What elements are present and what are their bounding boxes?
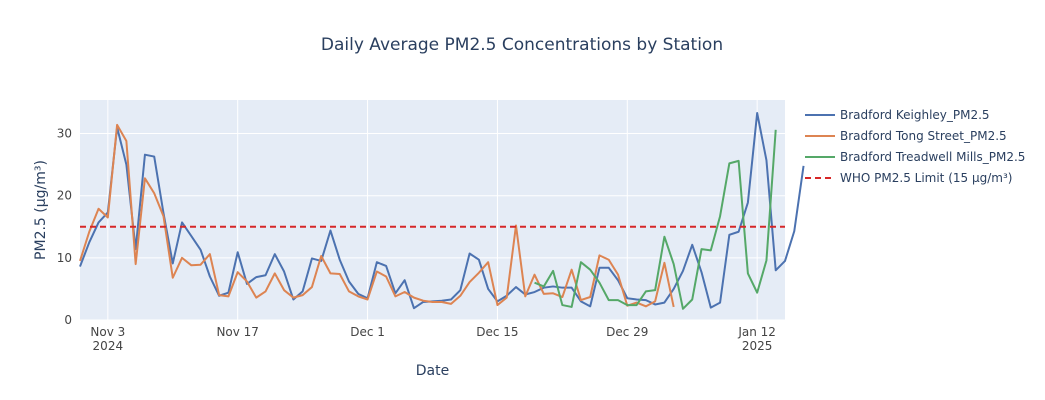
legend-item[interactable]: Bradford Keighley_PM2.5	[805, 108, 990, 122]
x-tick-label: Dec 29	[606, 325, 648, 339]
x-tick-label: Dec 15	[476, 325, 518, 339]
legend-item[interactable]: Bradford Treadwell Mills_PM2.5	[805, 150, 1025, 164]
y-axis-title: PM2.5 (μg/m³)	[33, 160, 49, 260]
legend-item[interactable]: Bradford Tong Street_PM2.5	[805, 129, 1007, 143]
legend-item[interactable]: WHO PM2.5 Limit (15 μg/m³)	[805, 171, 1012, 185]
y-tick-label: 30	[57, 127, 72, 141]
x-tick-label: Nov 17	[216, 325, 259, 339]
plot-area	[80, 100, 785, 320]
legend-label: WHO PM2.5 Limit (15 μg/m³)	[840, 171, 1012, 185]
legend[interactable]: Bradford Keighley_PM2.5 Bradford Tong Str…	[805, 108, 1025, 185]
legend-label: Bradford Tong Street_PM2.5	[840, 129, 1007, 143]
legend-label: Bradford Keighley_PM2.5	[840, 108, 990, 122]
series-lines	[79, 112, 805, 310]
x-tick-label: Jan 12	[737, 325, 776, 339]
x-tick-label: Dec 1	[350, 325, 385, 339]
series-line	[79, 112, 805, 310]
y-tick-label: 10	[57, 251, 72, 265]
x-tick-label: Nov 3	[90, 325, 125, 339]
x-axis-title: Date	[416, 363, 449, 379]
y-tick-label: 0	[64, 313, 72, 327]
y-tick-label: 20	[57, 189, 72, 203]
x-tick-year-label: 2024	[93, 339, 124, 353]
chart-title: Daily Average PM2.5 Concentrations by St…	[321, 35, 723, 55]
gridlines	[80, 100, 785, 321]
x-tick-year-label: 2025	[742, 339, 773, 353]
legend-label: Bradford Treadwell Mills_PM2.5	[840, 150, 1025, 164]
series-line	[534, 129, 777, 310]
series-line	[79, 123, 675, 308]
